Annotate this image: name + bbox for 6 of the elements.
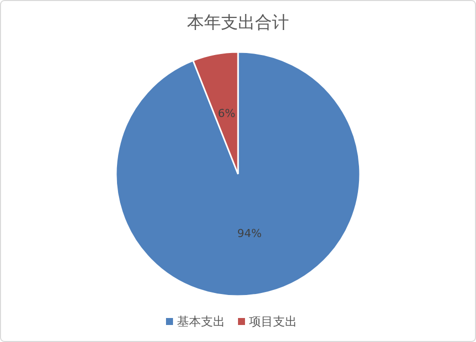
- data-label: 6%: [218, 107, 236, 120]
- legend-label: 基本支出: [177, 314, 225, 328]
- data-label: 94%: [237, 226, 262, 240]
- pie-slice: [115, 51, 361, 297]
- legend-label: 项目支出: [249, 314, 297, 328]
- chart-title: 本年支出合计: [187, 13, 289, 33]
